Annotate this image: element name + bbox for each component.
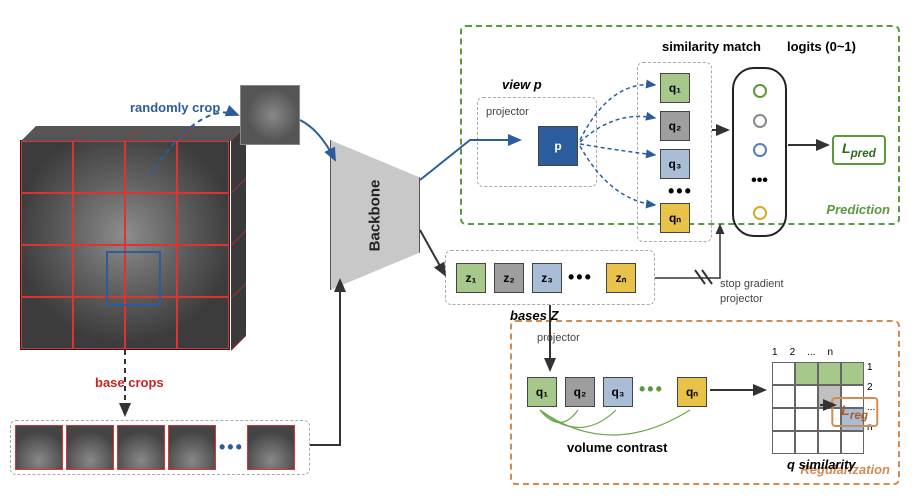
input-volume — [20, 140, 230, 350]
randomly-crop-label: randomly crop — [130, 100, 220, 115]
volume-contrast-label: volume contrast — [567, 440, 667, 455]
node-z2: z₂ — [494, 263, 524, 293]
node-p: p — [538, 126, 578, 166]
projector-label-2: projector — [720, 293, 763, 305]
node-q2: q₂ — [660, 111, 690, 141]
projector-label-1: projector — [486, 106, 529, 118]
node-zn: zₙ — [606, 263, 636, 293]
projector-p-group: projector p — [477, 97, 597, 187]
bases-group: z₁ z₂ z₃ ••• zₙ — [445, 250, 655, 305]
view-p-label: view p — [502, 77, 542, 92]
backbone-label: Backbone — [366, 179, 383, 251]
node-q1-b: q₁ — [527, 377, 557, 407]
matrix-cols: 12...n — [772, 347, 833, 358]
q-column: q₁ q₂ q₃ ••• qₙ — [637, 62, 712, 242]
q-similarity-label: q similarity — [787, 457, 856, 472]
node-qn-b: qₙ — [677, 377, 707, 407]
projector-label-3: projector — [537, 332, 580, 344]
base-crops-strip: ••• — [10, 420, 310, 475]
loss-pred: Lpred — [832, 135, 886, 165]
prediction-region-label: Prediction — [826, 202, 890, 217]
logits-column: ••• — [732, 67, 787, 237]
backbone-block: Backbone — [330, 140, 420, 290]
similarity-match-label: similarity match — [662, 39, 761, 54]
stop-gradient-label: stop gradient — [720, 278, 784, 290]
node-q1: q₁ — [660, 73, 690, 103]
base-crops-label: base crops — [95, 375, 164, 390]
node-q2-b: q₂ — [565, 377, 595, 407]
node-qn: qₙ — [660, 203, 690, 233]
node-z3: z₃ — [532, 263, 562, 293]
node-q3-b: q₃ — [603, 377, 633, 407]
random-crop-box — [106, 251, 161, 306]
logits-label: logits (0~1) — [787, 39, 856, 54]
node-q3: q₃ — [660, 149, 690, 179]
prediction-region: Prediction similarity match logits (0~1)… — [460, 25, 900, 225]
node-z1: z₁ — [456, 263, 486, 293]
crop-preview — [240, 85, 300, 145]
loss-reg: Lreg — [831, 397, 878, 427]
